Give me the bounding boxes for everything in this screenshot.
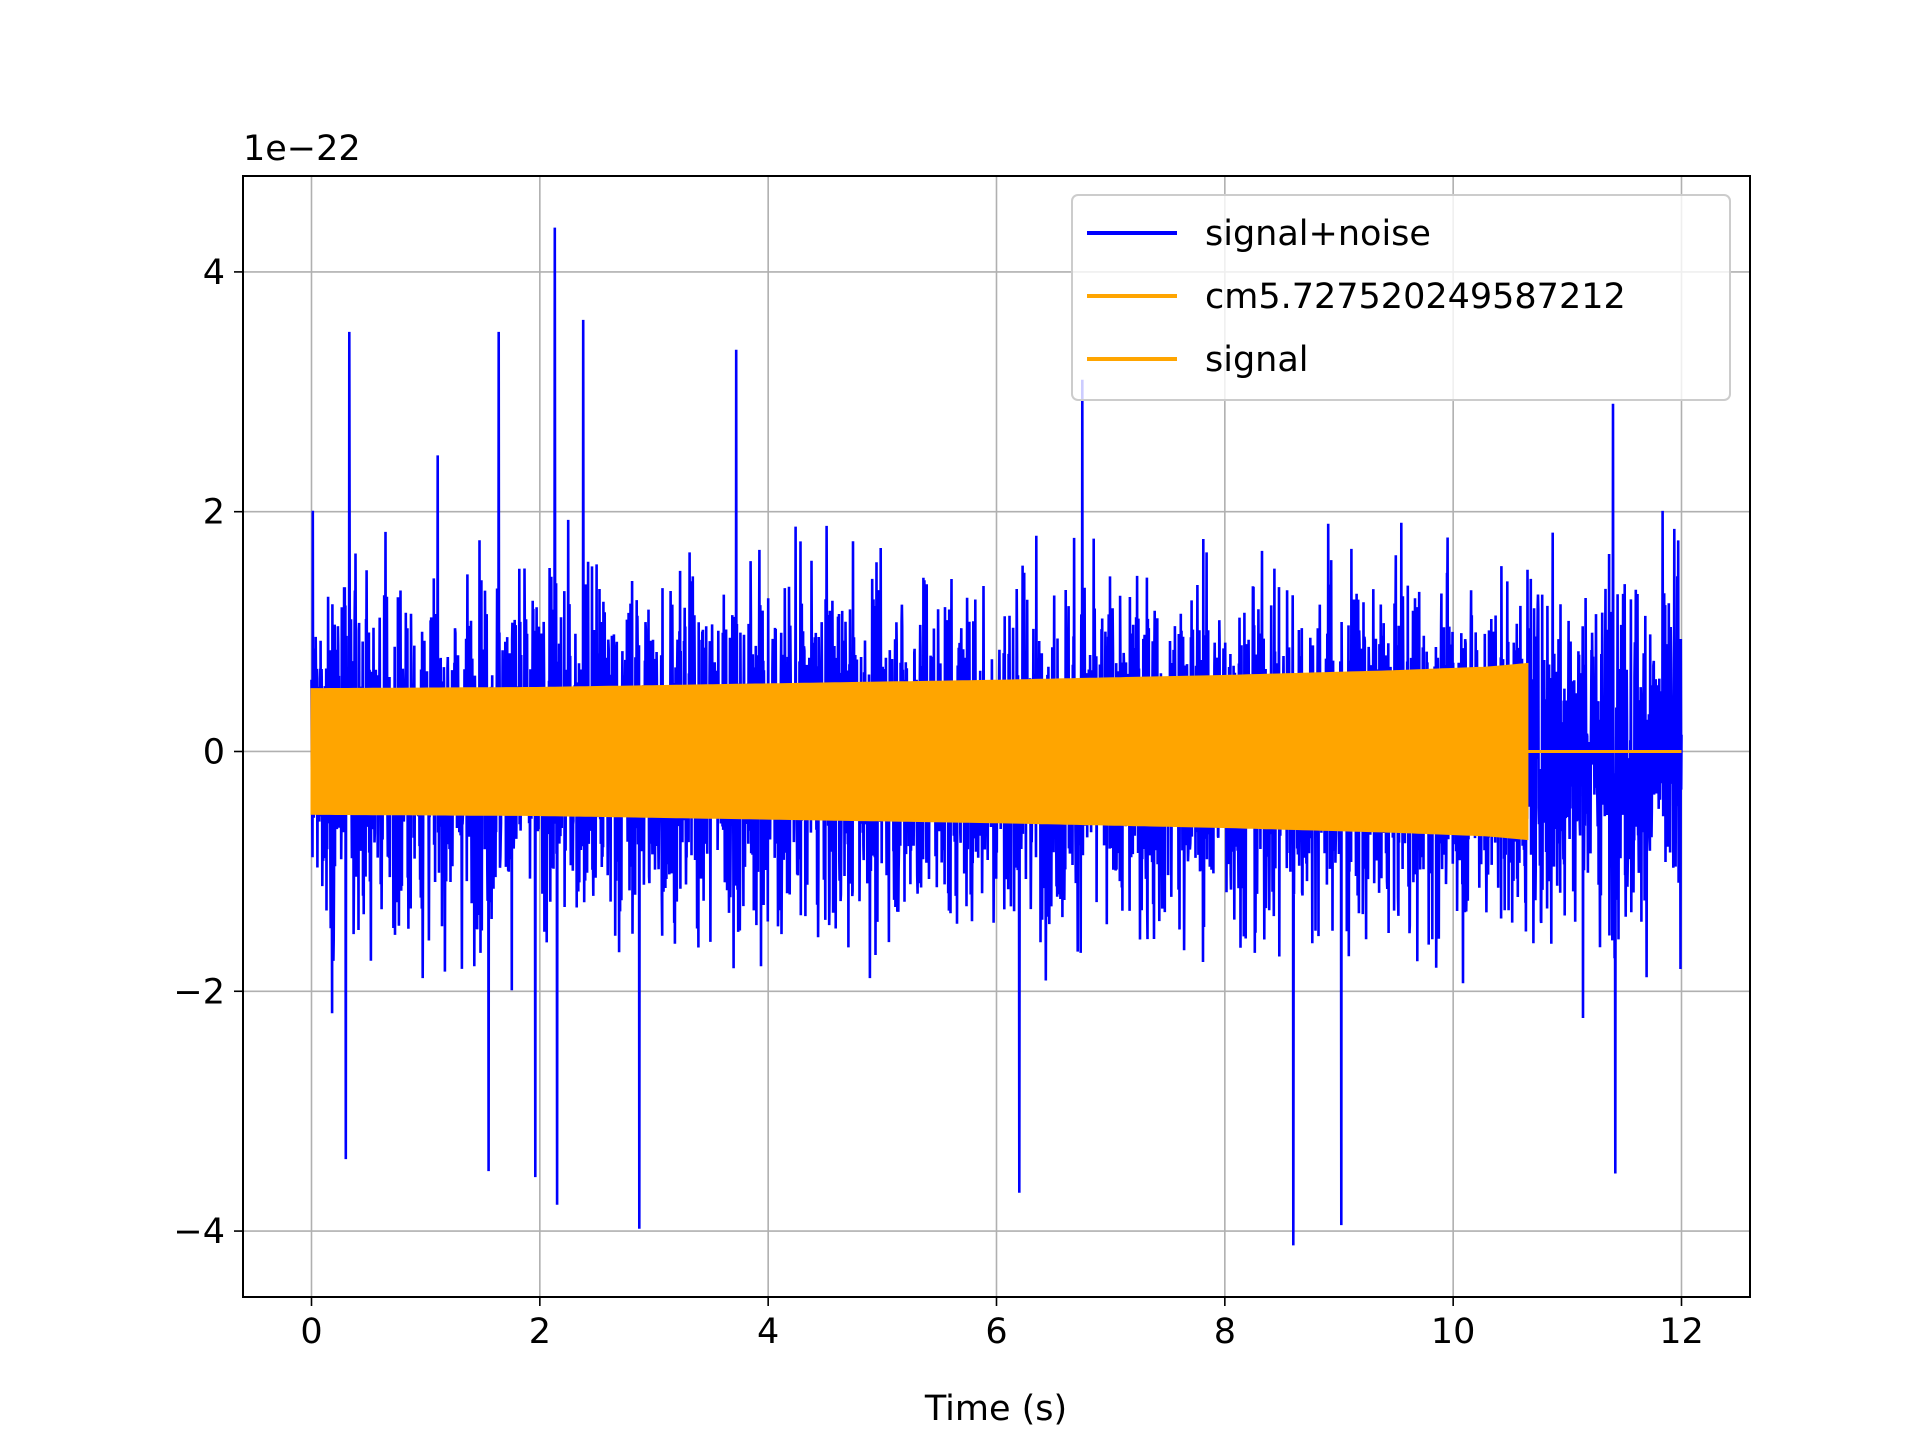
x-axis-label: Time (s) [924,1389,1067,1429]
x-tick-label-3: 6 [985,1312,1007,1352]
y-tick-label-3: 2 [203,493,225,533]
y-tick-label-1: −2 [173,972,225,1012]
y-tick-label-4: 4 [203,253,225,293]
y-scale-offset-label: 1e−22 [243,129,361,169]
legend-box [1071,194,1731,401]
y-tick-label-0: −4 [173,1212,225,1252]
x-tick-label-0: 0 [300,1312,322,1352]
legend-label-2: signal [1205,340,1309,380]
y-tick-label-2: 0 [203,732,225,772]
x-tick-label-4: 8 [1214,1312,1236,1352]
data-series [310,227,1683,1246]
legend-label-0: signal+noise [1205,214,1431,254]
axis-ticks: 0 2 4 6 8 10 12 −4 −2 0 2 4 [173,253,1703,1352]
x-tick-label-6: 12 [1659,1312,1704,1352]
x-tick-label-5: 10 [1431,1312,1476,1352]
legend-label-1: cm5.727520249587212 [1205,277,1626,317]
legend: signal+noise cm5.727520249587212 signal [1071,194,1731,401]
x-tick-label-1: 2 [529,1312,551,1352]
series-signal-band [310,662,1529,841]
x-tick-label-2: 4 [757,1312,779,1352]
